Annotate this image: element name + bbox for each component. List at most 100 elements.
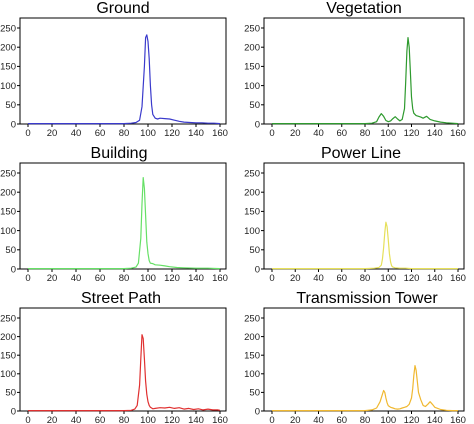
y-tick-label: 250 — [244, 168, 260, 179]
chart-title: Transmission Tower — [296, 290, 438, 307]
series-line — [272, 365, 458, 412]
series-line — [272, 221, 458, 270]
x-tick-label: 20 — [290, 128, 301, 139]
y-tick-label: 100 — [0, 81, 16, 92]
y-tick-label: 200 — [244, 188, 260, 199]
plot-frame — [263, 162, 465, 270]
x-tick-label: 40 — [313, 273, 324, 284]
y-tick-label: 100 — [244, 226, 260, 237]
x-tick-label: 160 — [212, 273, 228, 284]
x-tick-label: 0 — [269, 273, 274, 284]
chart-panel: Transmission Tower 0 50 100 150 200 250 0 20 40 60… — [244, 290, 466, 424]
x-tick-label: 160 — [450, 128, 466, 139]
y-tick-label: 50 — [5, 388, 16, 399]
y-tick-label: 0 — [11, 119, 16, 130]
x-tick-label: 120 — [164, 273, 180, 284]
x-tick-label: 40 — [71, 273, 82, 284]
y-tick-label: 150 — [0, 62, 16, 73]
y-tick-label: 250 — [244, 313, 260, 324]
chart-panel: Street Path 0 50 100 150 200 250 0 20 40 60 80 100 12… — [0, 290, 228, 424]
chart-panel: Ground 0 50 100 150 200 250 0 20 40 60 80 100 120 140 1… — [0, 0, 228, 139]
y-tick-label: 50 — [5, 100, 16, 111]
x-tick-label: 120 — [404, 415, 420, 424]
x-tick-label: 0 — [269, 128, 274, 139]
x-tick-label: 100 — [380, 128, 396, 139]
x-tick-label: 100 — [140, 415, 156, 424]
y-tick-label: 150 — [0, 351, 16, 362]
y-tick-label: 200 — [0, 332, 16, 343]
plot-frame — [19, 17, 227, 125]
y-tick-label: 150 — [0, 207, 16, 218]
y-tick-label: 250 — [0, 313, 16, 324]
x-tick-label: 140 — [427, 415, 443, 424]
x-tick-label: 80 — [119, 273, 130, 284]
series-line — [28, 177, 221, 270]
y-tick-label: 100 — [0, 226, 16, 237]
series-line — [28, 334, 221, 412]
x-tick-label: 60 — [336, 273, 347, 284]
x-tick-label: 160 — [212, 128, 228, 139]
x-tick-label: 60 — [95, 128, 106, 139]
chart-title: Ground — [96, 0, 149, 17]
x-tick-label: 60 — [95, 415, 106, 424]
series-line — [28, 34, 221, 125]
y-tick-label: 200 — [244, 332, 260, 343]
x-tick-label: 80 — [360, 415, 371, 424]
y-tick-label: 250 — [0, 23, 16, 34]
x-tick-label: 60 — [95, 273, 106, 284]
y-tick-label: 250 — [0, 168, 16, 179]
x-tick-label: 0 — [25, 128, 30, 139]
y-tick-label: 200 — [244, 43, 260, 54]
x-tick-label: 40 — [71, 415, 82, 424]
chart-panel: Power Line 0 50 100 150 200 250 0 20 40 60 80 100 120… — [244, 145, 466, 284]
x-tick-label: 0 — [25, 273, 30, 284]
x-tick-label: 120 — [404, 273, 420, 284]
x-tick-label: 120 — [404, 128, 420, 139]
x-tick-label: 60 — [336, 128, 347, 139]
chart-panel: Vegetation 0 50 100 150 200 250 0 20 40 60 80 100 120… — [244, 0, 466, 139]
x-tick-label: 80 — [360, 128, 371, 139]
x-tick-label: 160 — [450, 273, 466, 284]
x-tick-label: 60 — [336, 415, 347, 424]
y-tick-label: 50 — [5, 245, 16, 256]
x-tick-label: 140 — [427, 128, 443, 139]
x-tick-label: 160 — [450, 415, 466, 424]
x-tick-label: 40 — [313, 415, 324, 424]
x-tick-label: 100 — [380, 273, 396, 284]
y-tick-label: 250 — [244, 23, 260, 34]
x-tick-label: 20 — [47, 128, 58, 139]
x-tick-label: 160 — [212, 415, 228, 424]
plot-frame — [19, 307, 227, 412]
x-tick-label: 80 — [360, 273, 371, 284]
chart-title: Power Line — [321, 145, 401, 162]
x-tick-label: 140 — [188, 128, 204, 139]
x-tick-label: 100 — [140, 128, 156, 139]
x-tick-label: 20 — [290, 415, 301, 424]
chart-title: Vegetation — [326, 0, 402, 17]
plot-frame — [19, 162, 227, 270]
plot-frame — [263, 307, 465, 412]
y-tick-label: 100 — [244, 369, 260, 380]
x-tick-label: 0 — [269, 415, 274, 424]
y-tick-label: 50 — [249, 245, 260, 256]
x-tick-label: 20 — [47, 415, 58, 424]
x-tick-label: 140 — [188, 415, 204, 424]
y-tick-label: 0 — [11, 406, 16, 417]
x-tick-label: 80 — [119, 415, 130, 424]
chart-panel: Building 0 50 100 150 200 250 0 20 40 60 80 100 120 14… — [0, 145, 228, 284]
chart-title: Building — [91, 145, 148, 162]
x-tick-label: 20 — [290, 273, 301, 284]
x-tick-label: 20 — [47, 273, 58, 284]
x-tick-label: 120 — [164, 128, 180, 139]
y-tick-label: 200 — [0, 43, 16, 54]
chart-title: Street Path — [81, 290, 161, 307]
x-tick-label: 140 — [188, 273, 204, 284]
y-tick-label: 0 — [11, 264, 16, 275]
x-tick-label: 120 — [164, 415, 180, 424]
y-tick-label: 0 — [255, 119, 260, 130]
y-tick-label: 150 — [244, 62, 260, 73]
y-tick-label: 150 — [244, 207, 260, 218]
y-tick-label: 100 — [0, 369, 16, 380]
y-tick-label: 0 — [255, 264, 260, 275]
